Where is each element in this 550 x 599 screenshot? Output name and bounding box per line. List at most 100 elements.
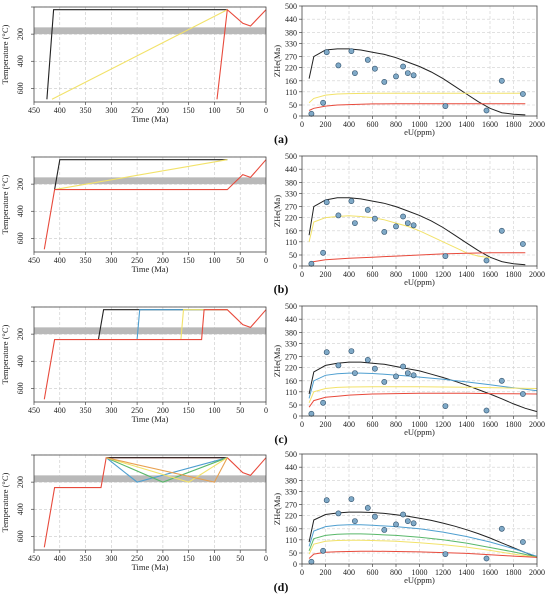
zhe-ytick-label: 160 (285, 525, 297, 534)
zhe-xtick-label: 200 (320, 120, 332, 129)
tt-ytick-label: 400 (16, 355, 25, 367)
zhe-data-point (351, 70, 358, 76)
tt-xtick-label: 400 (54, 406, 66, 415)
tt-xtick-label: 150 (183, 256, 195, 265)
tt-xtick-label: 350 (80, 256, 92, 265)
zhe-ytick-label: 220 (285, 64, 297, 73)
zhe-pprz-band (34, 177, 266, 185)
zhe-data-point (323, 199, 330, 206)
zhe-plot: 0 200 400 600 800 1000 1200 1400 1600 1800 2000 0 50… (272, 2, 545, 137)
tt-xtick-label: 300 (105, 256, 117, 265)
zhe-ytick-label: 0 (293, 412, 297, 421)
zhe-ytick-label: 220 (285, 214, 297, 223)
zhe-ytick-label: 110 (285, 388, 297, 397)
zhe-xtick-label: 600 (367, 420, 379, 429)
tt-ytick-label: 600 (16, 530, 25, 542)
tt-xtick-label: 150 (183, 406, 195, 415)
zhe-data-point (483, 555, 490, 562)
tt-y-axis-label: Temperature (°C) (0, 324, 10, 384)
tt-xtick-label: 150 (183, 106, 195, 115)
zhe-data-point (442, 403, 449, 409)
panel-4: 450 400 350 300 250 200 150 100 50 0200400600Time… (0, 450, 545, 594)
tt-background (34, 307, 266, 402)
zhe-data-point (364, 356, 371, 363)
tt-xtick-label: 250 (131, 106, 143, 115)
tt-x-axis-label: Time (Ma) (132, 414, 169, 424)
tt-xtick-label: 400 (54, 256, 66, 265)
zhe-ytick-label: 440 (285, 15, 297, 24)
zhe-data-point (323, 49, 330, 56)
zhe-ytick-label: 110 (285, 536, 297, 545)
zhe-ytick-label: 160 (285, 227, 297, 236)
zhe-model-curve (308, 386, 538, 403)
zhe-x-axis-label: eU(ppm) (404, 427, 435, 437)
zhe-xtick-label: 1800 (506, 420, 522, 429)
zhe-data-point (410, 222, 417, 229)
zhe-xtick-label: 1800 (506, 568, 522, 577)
zhe-x-axis-label: eU(ppm) (404, 575, 435, 585)
zhe-data-point (483, 407, 490, 414)
zhe-data-point (483, 107, 490, 114)
zhe-ytick-label: 50 (289, 101, 297, 110)
zhe-ytick-label: 380 (285, 476, 297, 485)
zhe-x-axis-label: eU(ppm) (404, 127, 435, 137)
zhe-data-point (335, 62, 342, 69)
tt-path (54, 159, 228, 190)
zhe-data-point (351, 370, 358, 376)
zhe-xtick-label: 0 (300, 120, 304, 129)
zhe-ytick-label: 500 (285, 302, 297, 311)
zhe-model-curve (308, 215, 491, 259)
zhe-model-curve (308, 103, 526, 111)
zhe-xtick-label: 1600 (482, 568, 498, 577)
zhe-data-point (335, 510, 342, 517)
zhe-y-axis-label: ZHe(Ma) (272, 493, 282, 525)
zhe-y-axis-label: ZHe(Ma) (272, 45, 282, 77)
tt-path (51, 9, 228, 100)
zhe-data-point (520, 91, 526, 97)
tt-xtick-label: 0 (264, 406, 268, 415)
zhe-xtick-label: 1800 (506, 270, 522, 279)
zhe-data-point (442, 551, 449, 557)
zhe-data-point (393, 223, 399, 230)
zhe-xtick-label: 1600 (482, 270, 498, 279)
zhe-ytick-label: 380 (285, 28, 297, 37)
zhe-ytick-label: 160 (285, 77, 297, 86)
tt-frame (33, 156, 267, 253)
zhe-xtick-label: 800 (390, 270, 402, 279)
zhe-ytick-label: 0 (293, 112, 297, 121)
zhe-ytick-label: 0 (293, 262, 297, 271)
zhe-data-point (381, 378, 388, 385)
tt-xtick-label: 300 (105, 406, 117, 415)
zhe-data-point (371, 365, 378, 372)
zhe-ytick-label: 220 (285, 512, 297, 521)
zhe-data-point (371, 513, 378, 520)
zhe-xtick-label: 1400 (459, 270, 475, 279)
tt-xtick-label: 250 (131, 406, 143, 415)
zhe-ytick-label: 270 (285, 501, 297, 510)
tt-xtick-label: 300 (105, 106, 117, 115)
zhe-xtick-label: 400 (343, 420, 355, 429)
zhe-data-point (400, 363, 406, 370)
zhe-ytick-label: 110 (285, 88, 297, 97)
zhe-y-axis-label: ZHe(Ma) (272, 195, 282, 227)
tt-xtick-label: 400 (54, 106, 66, 115)
tt-x-axis-label: Time (Ma) (132, 562, 169, 572)
tt-plot: 450 400 350 300 250 200 150 100 50 0 200 400 600 Time… (0, 454, 268, 572)
zhe-plot: 0 200 400 600 800 1000 1200 1400 1600 1800 2000 0 50… (272, 152, 545, 287)
zhe-data-point (348, 48, 355, 54)
zhe-data-point (381, 79, 388, 85)
zhe-xtick-label: 1400 (459, 120, 475, 129)
tt-xtick-label: 200 (157, 256, 169, 265)
zhe-data-point (404, 370, 411, 376)
zhe-xtick-label: 1400 (459, 420, 475, 429)
zhe-model-curve (308, 361, 538, 413)
tt-ytick-label: 200 (16, 476, 25, 488)
zhe-data-point (442, 103, 449, 109)
zhe-data-point (404, 518, 411, 524)
tt-xtick-label: 350 (80, 106, 92, 115)
tt-path (105, 457, 228, 483)
tt-plot: 450 400 350 300 250 200 150 100 50 0 200 400 600 Time… (0, 6, 268, 124)
zhe-ytick-label: 500 (285, 450, 297, 459)
tt-xtick-label: 0 (264, 106, 268, 115)
